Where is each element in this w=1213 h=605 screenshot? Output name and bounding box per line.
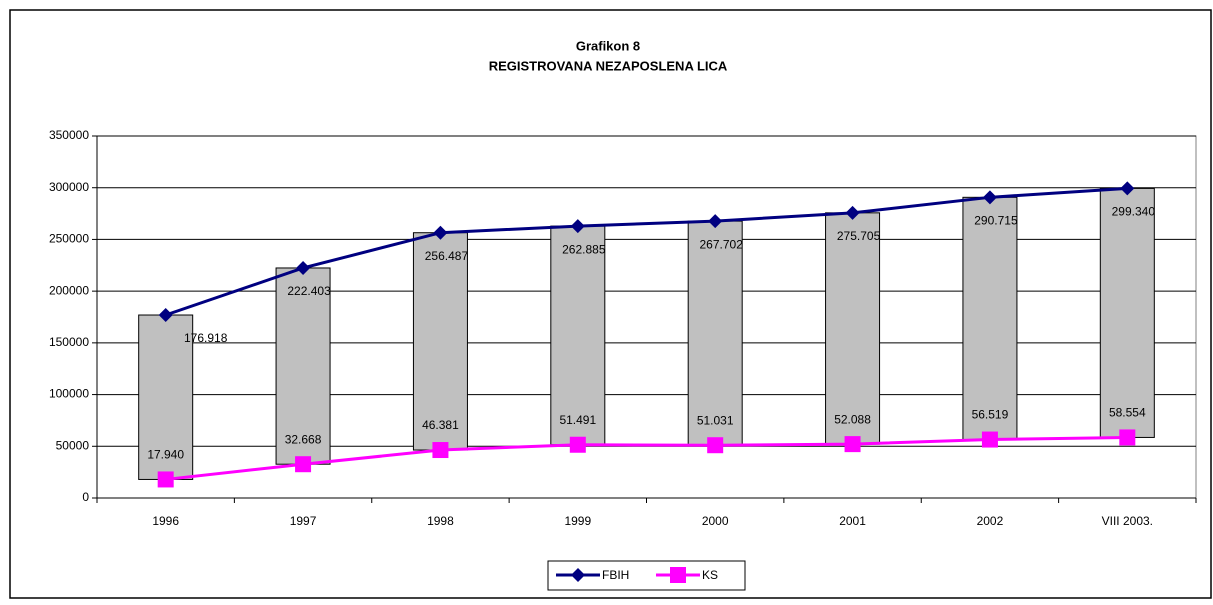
data-point bbox=[158, 308, 173, 323]
x-tick-label: 2001 bbox=[839, 514, 866, 528]
y-tick-label: 50000 bbox=[56, 438, 90, 452]
data-label: 17.940 bbox=[147, 448, 184, 462]
data-label: 32.668 bbox=[285, 432, 322, 446]
data-point bbox=[433, 225, 448, 240]
high-low-bar bbox=[412, 232, 468, 451]
data-point bbox=[296, 260, 311, 275]
data-point bbox=[295, 456, 312, 473]
data-point bbox=[1120, 181, 1135, 196]
y-tick-label: 350000 bbox=[49, 128, 89, 142]
high-low-bar bbox=[138, 314, 194, 480]
series-line bbox=[165, 186, 1128, 317]
high-low-bar bbox=[962, 196, 1018, 441]
high-low-bar bbox=[825, 212, 881, 445]
data-point bbox=[570, 219, 585, 234]
x-tick-label: 1996 bbox=[152, 514, 179, 528]
high-low-bar bbox=[1099, 187, 1155, 438]
data-point bbox=[708, 214, 723, 229]
legend-marker bbox=[670, 567, 686, 583]
y-tick-label: 0 bbox=[82, 490, 89, 504]
data-label: 267.702 bbox=[699, 237, 743, 251]
data-label: 262.885 bbox=[562, 242, 606, 256]
data-label: 176.918 bbox=[184, 331, 228, 345]
x-tick-label: 2002 bbox=[977, 514, 1004, 528]
chart-subtitle: REGISTROVANA NEZAPOSLENA LICA bbox=[489, 58, 728, 73]
legend-label: KS bbox=[702, 568, 718, 582]
data-label: 299.340 bbox=[1112, 205, 1156, 219]
data-point bbox=[432, 442, 449, 459]
x-tick-label: VIII 2003. bbox=[1102, 514, 1153, 528]
data-point bbox=[982, 190, 997, 205]
high-low-bar bbox=[550, 225, 606, 446]
data-label: 46.381 bbox=[422, 418, 459, 432]
data-label: 52.088 bbox=[834, 412, 871, 426]
data-point bbox=[157, 471, 174, 488]
data-label: 51.491 bbox=[559, 413, 596, 427]
data-point bbox=[1119, 429, 1136, 446]
data-label: 256.487 bbox=[425, 249, 469, 263]
data-label: 275.705 bbox=[837, 229, 881, 243]
data-label: 290.715 bbox=[974, 213, 1018, 227]
x-tick-label: 2000 bbox=[702, 514, 729, 528]
y-tick-label: 150000 bbox=[49, 335, 89, 349]
data-label: 58.554 bbox=[1109, 406, 1146, 420]
x-tick-label: 1999 bbox=[564, 514, 591, 528]
chart-title: Grafikon 8 bbox=[576, 38, 640, 53]
high-low-bar bbox=[275, 267, 331, 465]
y-tick-label: 200000 bbox=[49, 283, 89, 297]
legend-label: FBIH bbox=[602, 568, 629, 582]
series-line bbox=[165, 435, 1128, 481]
y-tick-label: 250000 bbox=[49, 232, 89, 246]
data-label: 56.519 bbox=[972, 408, 1009, 422]
data-point bbox=[569, 436, 586, 453]
x-tick-label: 1998 bbox=[427, 514, 454, 528]
data-label: 51.031 bbox=[697, 413, 734, 427]
y-tick-label: 300000 bbox=[49, 180, 89, 194]
y-tick-label: 100000 bbox=[49, 387, 89, 401]
data-point bbox=[981, 431, 998, 448]
legend-marker bbox=[571, 568, 585, 582]
data-point bbox=[707, 437, 724, 454]
data-point bbox=[845, 205, 860, 220]
high-low-bar bbox=[687, 220, 743, 446]
data-label: 222.403 bbox=[287, 284, 331, 298]
x-tick-label: 1997 bbox=[290, 514, 317, 528]
data-point bbox=[844, 436, 861, 453]
